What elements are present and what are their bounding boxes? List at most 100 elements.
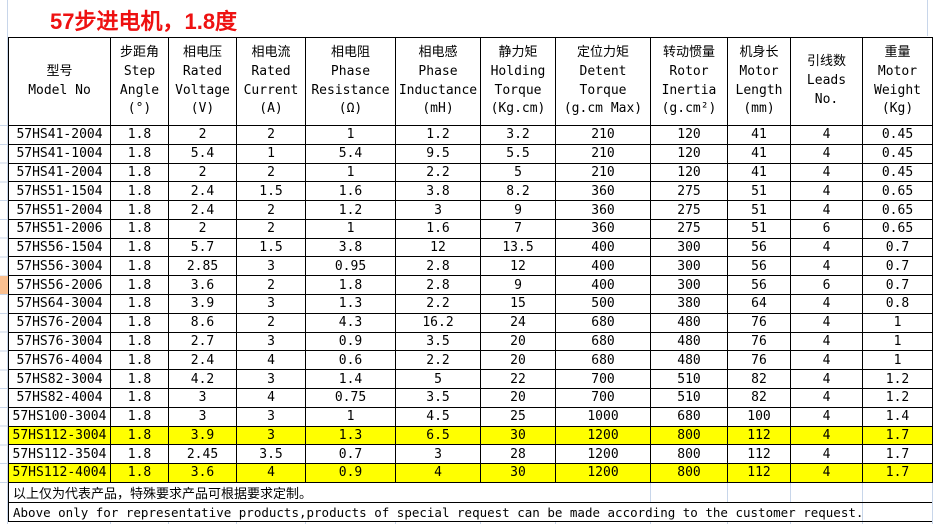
cell-value[interactable]: 1.8 <box>110 125 169 145</box>
cell-value[interactable]: 76 <box>727 312 791 333</box>
cell-value[interactable]: 510 <box>650 369 728 389</box>
cell-value[interactable]: 1.3 <box>305 425 396 446</box>
header-cell-9[interactable]: 机身长 Motor Length (mm) <box>727 37 791 126</box>
cell-value[interactable]: 4 <box>790 425 863 446</box>
cell-value[interactable]: 275 <box>650 218 728 239</box>
cell-value[interactable]: 300 <box>650 275 728 296</box>
cell-value[interactable]: 2 <box>236 218 306 239</box>
cell-value[interactable]: 1 <box>305 125 396 145</box>
cell-value[interactable]: 3.9 <box>168 425 237 446</box>
cell-value[interactable]: 0.45 <box>862 143 933 164</box>
cell-value[interactable]: 275 <box>650 181 728 202</box>
cell-value[interactable]: 12 <box>480 256 556 277</box>
cell-value[interactable]: 3.5 <box>395 387 481 408</box>
cell-model[interactable]: 57HS41-2004 <box>8 162 111 183</box>
cell-value[interactable]: 5.5 <box>480 143 556 164</box>
cell-value[interactable]: 100 <box>727 406 791 427</box>
cell-value[interactable]: 112 <box>727 425 791 446</box>
cell-value[interactable]: 0.75 <box>305 387 396 408</box>
cell-value[interactable]: 0.65 <box>862 181 933 202</box>
cell-model[interactable]: 57HS56-1504 <box>8 237 111 258</box>
cell-value[interactable]: 400 <box>555 275 651 296</box>
cell-value[interactable]: 1.8 <box>110 425 169 446</box>
cell-value[interactable]: 800 <box>650 444 728 465</box>
cell-value[interactable]: 700 <box>555 369 651 389</box>
cell-value[interactable]: 3.9 <box>168 294 237 314</box>
cell-value[interactable]: 112 <box>727 444 791 465</box>
header-cell-0[interactable]: 型号 Model No <box>8 37 111 126</box>
cell-value[interactable]: 4 <box>790 312 863 333</box>
cell-value[interactable]: 400 <box>555 237 651 258</box>
cell-value[interactable]: 800 <box>650 425 728 446</box>
cell-value[interactable]: 56 <box>727 275 791 296</box>
cell-value[interactable]: 1.8 <box>110 294 169 314</box>
cell-value[interactable]: 1.8 <box>305 275 396 296</box>
cell-value[interactable]: 480 <box>650 331 728 352</box>
cell-value[interactable]: 2.2 <box>395 350 481 371</box>
cell-value[interactable]: 3.6 <box>168 275 237 296</box>
cell-value[interactable]: 9.5 <box>395 143 481 164</box>
cell-value[interactable]: 41 <box>727 143 791 164</box>
cell-value[interactable]: 12 <box>395 237 481 258</box>
cell-value[interactable]: 0.9 <box>305 463 396 483</box>
cell-value[interactable]: 0.95 <box>305 256 396 277</box>
cell-model[interactable]: 57HS56-3004 <box>8 256 111 277</box>
cell-value[interactable]: 3.5 <box>395 331 481 352</box>
cell-value[interactable]: 120 <box>650 125 728 145</box>
cell-model[interactable]: 57HS51-1504 <box>8 181 111 202</box>
cell-value[interactable]: 1.5 <box>236 237 306 258</box>
cell-value[interactable]: 4 <box>790 369 863 389</box>
cell-value[interactable]: 800 <box>650 463 728 483</box>
cell-value[interactable]: 8.6 <box>168 312 237 333</box>
cell-value[interactable]: 4 <box>790 181 863 202</box>
header-cell-6[interactable]: 静力矩 Holding Torque (Kg.cm) <box>480 37 556 126</box>
cell-value[interactable]: 0.45 <box>862 162 933 183</box>
cell-value[interactable]: 360 <box>555 218 651 239</box>
header-cell-1[interactable]: 步距角 Step Angle (°) <box>110 37 169 126</box>
cell-model[interactable]: 57HS56-2006 <box>8 275 111 296</box>
cell-value[interactable]: 20 <box>480 331 556 352</box>
cell-value[interactable]: 4 <box>790 463 863 483</box>
cell-value[interactable]: 0.7 <box>862 237 933 258</box>
cell-value[interactable]: 1.7 <box>862 425 933 446</box>
cell-model[interactable]: 57HS82-3004 <box>8 369 111 389</box>
cell-value[interactable]: 9 <box>480 200 556 220</box>
cell-value[interactable]: 1.5 <box>236 181 306 202</box>
cell-value[interactable]: 360 <box>555 200 651 220</box>
cell-value[interactable]: 8.2 <box>480 181 556 202</box>
cell-value[interactable]: 2 <box>168 125 237 145</box>
cell-value[interactable]: 28 <box>480 444 556 465</box>
cell-model[interactable]: 57HS112-3004 <box>8 425 111 446</box>
cell-value[interactable]: 0.7 <box>305 444 396 465</box>
cell-value[interactable]: 1.8 <box>110 181 169 202</box>
cell-value[interactable]: 3.8 <box>305 237 396 258</box>
cell-value[interactable]: 300 <box>650 237 728 258</box>
cell-value[interactable]: 1.8 <box>110 387 169 408</box>
cell-value[interactable]: 4 <box>790 256 863 277</box>
cell-value[interactable]: 1.2 <box>862 369 933 389</box>
cell-value[interactable]: 2.8 <box>395 256 481 277</box>
cell-value[interactable]: 4.5 <box>395 406 481 427</box>
cell-value[interactable]: 51 <box>727 200 791 220</box>
cell-value[interactable]: 3 <box>236 331 306 352</box>
cell-value[interactable]: 4 <box>790 143 863 164</box>
cell-value[interactable]: 2.45 <box>168 444 237 465</box>
cell-value[interactable]: 0.7 <box>862 275 933 296</box>
cell-value[interactable]: 1.6 <box>305 181 396 202</box>
cell-value[interactable]: 4 <box>790 294 863 314</box>
cell-value[interactable]: 2.85 <box>168 256 237 277</box>
cell-value[interactable]: 1.8 <box>110 256 169 277</box>
cell-value[interactable]: 1.2 <box>395 125 481 145</box>
cell-value[interactable]: 2 <box>168 218 237 239</box>
cell-value[interactable]: 9 <box>480 275 556 296</box>
cell-value[interactable]: 4 <box>790 331 863 352</box>
cell-value[interactable]: 0.45 <box>862 125 933 145</box>
cell-value[interactable]: 1.7 <box>862 463 933 483</box>
header-cell-8[interactable]: 转动惯量 Rotor Inertia (g.cm²) <box>650 37 728 126</box>
cell-value[interactable]: 4 <box>790 350 863 371</box>
cell-value[interactable]: 4 <box>790 237 863 258</box>
cell-value[interactable]: 4 <box>395 463 481 483</box>
cell-value[interactable]: 2 <box>236 312 306 333</box>
cell-value[interactable]: 6.5 <box>395 425 481 446</box>
cell-value[interactable]: 680 <box>555 331 651 352</box>
